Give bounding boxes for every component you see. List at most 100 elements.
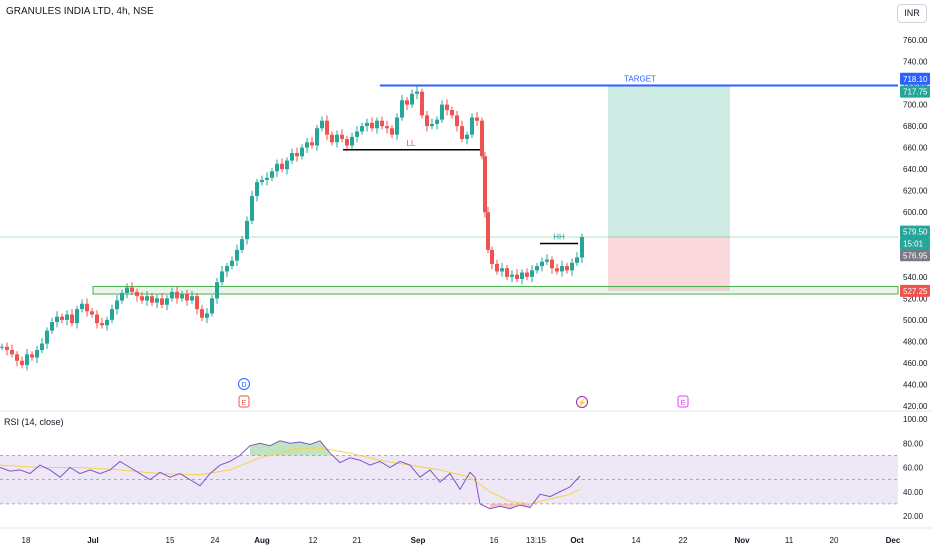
marker-event-circle bbox=[576, 396, 588, 408]
time-tick: 16 bbox=[490, 536, 499, 545]
candle-body bbox=[155, 298, 159, 303]
candle-body bbox=[395, 117, 399, 135]
candle-body bbox=[175, 291, 179, 299]
candle-body bbox=[165, 298, 169, 305]
rsi-tick: 60.00 bbox=[903, 464, 924, 473]
label-countdown-bg bbox=[900, 237, 930, 250]
label-target-high-bg bbox=[900, 72, 930, 85]
time-tick: 14 bbox=[632, 536, 641, 545]
rsi-pane bbox=[0, 440, 898, 510]
candle-body bbox=[440, 104, 444, 120]
candle-body bbox=[570, 262, 574, 271]
candle-body bbox=[483, 156, 487, 213]
rsi-tick: 100.00 bbox=[903, 415, 928, 424]
candle-body bbox=[345, 139, 349, 146]
candle-body bbox=[525, 272, 529, 277]
ll-label: LL bbox=[407, 139, 416, 148]
label-countdown: 15:01 bbox=[903, 239, 924, 248]
time-tick: 13:15 bbox=[526, 536, 547, 545]
candle-body bbox=[520, 272, 524, 279]
candle-body bbox=[5, 346, 9, 351]
candle-body bbox=[230, 260, 234, 267]
candle-body bbox=[290, 153, 294, 161]
candle-body bbox=[515, 274, 519, 279]
candle-body bbox=[320, 120, 324, 129]
price-tick: 500.00 bbox=[903, 316, 928, 325]
marker-earnings-2: E bbox=[681, 400, 686, 407]
candle-body bbox=[95, 314, 99, 324]
drawings[interactable]: TARGET LL HH bbox=[343, 74, 898, 245]
time-tick: 21 bbox=[353, 536, 362, 545]
support-zone[interactable] bbox=[0, 236, 899, 295]
rsi-line bbox=[0, 440, 581, 510]
candle-body bbox=[225, 266, 229, 272]
time-tick: Oct bbox=[570, 536, 584, 545]
candle-body bbox=[140, 296, 144, 301]
candle-body bbox=[15, 354, 19, 361]
position-tool[interactable] bbox=[608, 85, 730, 291]
candle-body bbox=[125, 287, 129, 293]
candle-body bbox=[460, 126, 464, 140]
candle-body bbox=[285, 160, 289, 170]
candle-body bbox=[145, 296, 149, 301]
candle-body bbox=[390, 128, 394, 135]
candle-body bbox=[200, 309, 204, 318]
candle-body bbox=[375, 120, 379, 129]
candle-body bbox=[400, 100, 404, 118]
event-markers[interactable]: D E ⚡ E bbox=[238, 378, 689, 408]
candle-body bbox=[110, 309, 114, 320]
candle-body bbox=[310, 142, 314, 146]
time-tick: Dec bbox=[886, 536, 901, 545]
marker-earnings-2-box bbox=[677, 395, 689, 408]
candle-body bbox=[20, 360, 24, 366]
price-tick: 680.00 bbox=[903, 122, 928, 131]
candle-body bbox=[220, 271, 224, 283]
candle-body bbox=[235, 249, 239, 261]
candle-body bbox=[315, 128, 319, 146]
candle-body bbox=[210, 298, 214, 314]
rsi-tick: 80.00 bbox=[903, 439, 924, 448]
label-target-high: 718.10 bbox=[903, 75, 928, 84]
time-tick: Sep bbox=[411, 536, 426, 545]
candle-body bbox=[245, 220, 249, 240]
candle-body bbox=[465, 134, 469, 140]
candle-body bbox=[350, 136, 354, 146]
candle-body bbox=[195, 296, 199, 310]
candle-body bbox=[160, 298, 164, 305]
candle-body bbox=[330, 134, 334, 143]
candle-body bbox=[240, 239, 244, 250]
price-tick: 420.00 bbox=[903, 402, 928, 411]
label-last-price: 579.50 bbox=[903, 228, 928, 237]
candle-body bbox=[495, 263, 499, 272]
candle-body bbox=[370, 122, 374, 129]
candle-body bbox=[550, 259, 554, 269]
candle-body bbox=[100, 323, 104, 326]
marker-earnings-1: E bbox=[242, 400, 247, 407]
candle-body bbox=[65, 314, 69, 320]
price-tick: 480.00 bbox=[903, 337, 928, 346]
currency-button[interactable]: INR bbox=[897, 4, 927, 23]
candles bbox=[0, 86, 584, 371]
price-tick: 600.00 bbox=[903, 208, 928, 217]
candle-body bbox=[435, 119, 439, 124]
candle-body bbox=[25, 354, 29, 366]
candle-body bbox=[355, 131, 359, 137]
candle-body bbox=[335, 134, 339, 143]
candle-body bbox=[50, 322, 54, 331]
candle-body bbox=[405, 100, 409, 105]
candle-body bbox=[215, 282, 219, 299]
price-tick: 460.00 bbox=[903, 359, 928, 368]
label-prev: 576.95 bbox=[903, 251, 928, 260]
candle-body bbox=[530, 270, 534, 277]
marker-earnings-1-box bbox=[238, 395, 250, 408]
candle-body bbox=[90, 311, 94, 315]
time-tick: Aug bbox=[254, 536, 270, 545]
candle-body bbox=[105, 319, 109, 326]
label-target: 717.75 bbox=[903, 88, 928, 97]
candle-body bbox=[505, 268, 509, 277]
candle-body bbox=[325, 120, 329, 135]
candle-body bbox=[130, 287, 134, 292]
price-tick: 640.00 bbox=[903, 165, 928, 174]
label-last-price-bg bbox=[900, 225, 930, 238]
